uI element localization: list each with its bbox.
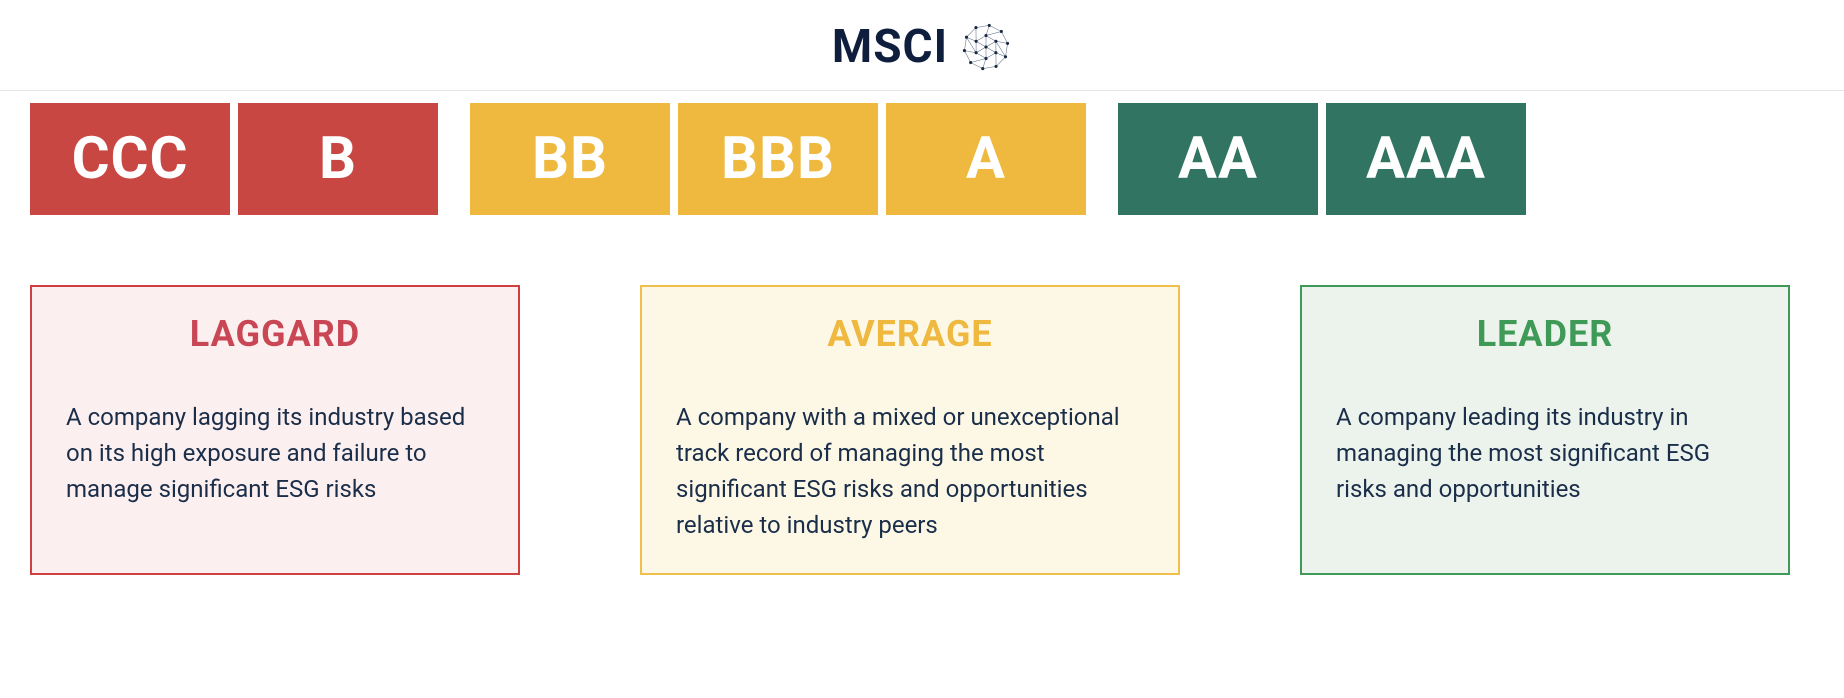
rating-label: CCC — [72, 125, 189, 193]
description-box-leader: LEADER A company leading its industry in … — [1300, 285, 1790, 575]
rating-group-average: BBBBBA — [470, 103, 1086, 215]
description-body: A company leading its industry in managi… — [1336, 399, 1754, 507]
description-title: AVERAGE — [676, 313, 1144, 355]
description-title: LAGGARD — [66, 313, 484, 355]
rating-label: BBB — [721, 125, 835, 193]
rating-tile-bbb: BBB — [678, 103, 878, 215]
description-box-laggard: LAGGARD A company lagging its industry ba… — [30, 285, 520, 575]
description-title: LEADER — [1336, 313, 1754, 355]
rating-label: A — [966, 125, 1006, 193]
rating-tile-aaa: AAA — [1326, 103, 1526, 215]
rating-label: BB — [532, 125, 608, 193]
description-row: LAGGARD A company lagging its industry ba… — [0, 215, 1844, 575]
rating-label: AAA — [1366, 125, 1486, 193]
rating-tile-a: A — [886, 103, 1086, 215]
logo-text: MSCI — [832, 20, 948, 74]
description-body: A company lagging its industry based on … — [66, 399, 484, 507]
ratings-row: CCCBBBBBBAAAAAA — [0, 103, 1844, 215]
rating-label: B — [319, 125, 357, 193]
globe-network-icon — [960, 21, 1012, 73]
header: MSCI — [0, 0, 1844, 90]
rating-tile-b: B — [238, 103, 438, 215]
divider — [0, 90, 1844, 91]
description-box-average: AVERAGE A company with a mixed or unexcep… — [640, 285, 1180, 575]
description-body: A company with a mixed or unexceptional … — [676, 399, 1144, 543]
rating-group-laggard: CCC B — [30, 103, 438, 215]
rating-label: AA — [1178, 125, 1258, 193]
rating-tile-bb: BB — [470, 103, 670, 215]
rating-group-leader: AAAAA — [1118, 103, 1526, 215]
rating-tile-aa: AA — [1118, 103, 1318, 215]
rating-tile-ccc: CCC — [30, 103, 230, 215]
